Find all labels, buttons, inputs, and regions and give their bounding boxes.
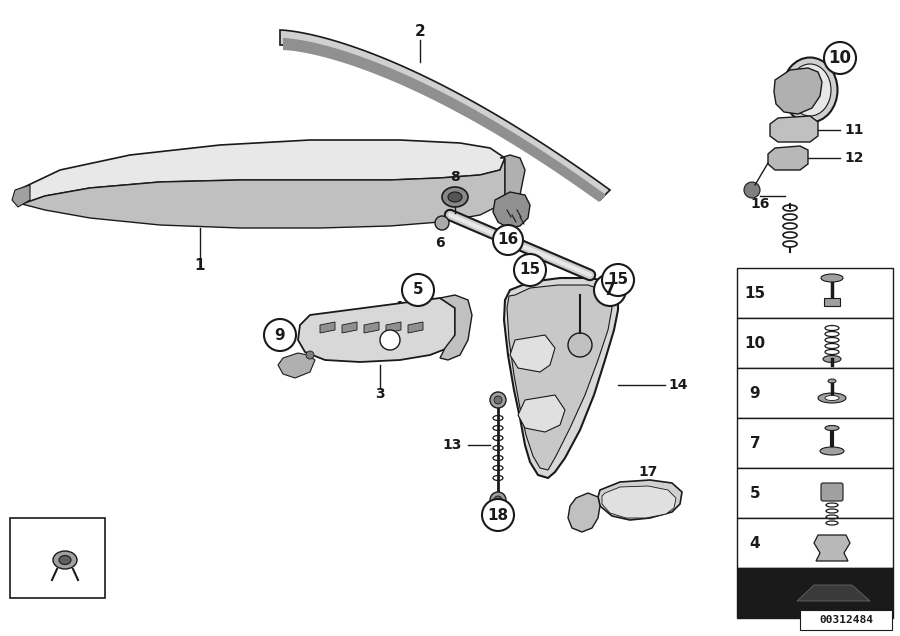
Polygon shape xyxy=(18,158,505,228)
Circle shape xyxy=(824,42,856,74)
Circle shape xyxy=(493,225,523,255)
Text: 2: 2 xyxy=(415,25,426,39)
FancyBboxPatch shape xyxy=(737,518,893,568)
Text: 13: 13 xyxy=(443,438,462,452)
Circle shape xyxy=(744,182,760,198)
Polygon shape xyxy=(797,585,870,601)
Text: 7: 7 xyxy=(604,281,616,299)
Text: 10: 10 xyxy=(829,49,851,67)
Text: 11: 11 xyxy=(844,123,863,137)
Text: 9: 9 xyxy=(274,328,285,343)
Text: 15: 15 xyxy=(519,263,541,277)
FancyBboxPatch shape xyxy=(737,318,893,368)
Ellipse shape xyxy=(823,356,841,363)
FancyBboxPatch shape xyxy=(800,610,892,630)
Text: 5: 5 xyxy=(413,282,423,298)
Circle shape xyxy=(494,396,502,404)
Text: 8: 8 xyxy=(450,170,460,184)
Text: 4: 4 xyxy=(750,536,760,551)
FancyBboxPatch shape xyxy=(821,483,843,501)
FancyBboxPatch shape xyxy=(737,568,893,618)
Text: 16: 16 xyxy=(751,197,770,211)
Polygon shape xyxy=(500,155,525,215)
Text: 9: 9 xyxy=(750,385,760,401)
Ellipse shape xyxy=(789,64,831,116)
Text: 3: 3 xyxy=(375,387,385,401)
Text: 15: 15 xyxy=(608,272,628,287)
Polygon shape xyxy=(510,335,555,372)
Polygon shape xyxy=(814,535,850,561)
Polygon shape xyxy=(342,322,357,333)
Ellipse shape xyxy=(818,393,846,403)
Polygon shape xyxy=(386,322,401,333)
Text: 18: 18 xyxy=(488,508,508,523)
Circle shape xyxy=(264,319,296,351)
Polygon shape xyxy=(440,295,472,360)
Polygon shape xyxy=(774,68,822,114)
Polygon shape xyxy=(568,493,600,532)
Polygon shape xyxy=(12,185,30,207)
Text: 14: 14 xyxy=(668,378,688,392)
Circle shape xyxy=(490,392,506,408)
Polygon shape xyxy=(493,192,530,228)
FancyBboxPatch shape xyxy=(737,268,893,318)
Ellipse shape xyxy=(825,396,839,401)
Text: 4: 4 xyxy=(393,300,403,314)
Polygon shape xyxy=(283,38,606,202)
Circle shape xyxy=(380,330,400,350)
Text: 17: 17 xyxy=(638,465,658,479)
FancyBboxPatch shape xyxy=(10,518,105,598)
Text: 7: 7 xyxy=(750,436,760,450)
FancyBboxPatch shape xyxy=(737,468,893,518)
Circle shape xyxy=(602,264,634,296)
Polygon shape xyxy=(518,395,565,432)
Polygon shape xyxy=(598,480,682,520)
Polygon shape xyxy=(364,322,379,333)
FancyBboxPatch shape xyxy=(737,418,893,468)
Ellipse shape xyxy=(825,425,839,431)
Circle shape xyxy=(306,351,314,359)
Text: 10: 10 xyxy=(744,336,766,350)
Circle shape xyxy=(482,499,514,531)
Circle shape xyxy=(494,496,502,504)
Ellipse shape xyxy=(448,192,462,202)
Polygon shape xyxy=(504,278,618,478)
Ellipse shape xyxy=(782,57,838,123)
Text: 18: 18 xyxy=(13,525,32,539)
Polygon shape xyxy=(768,146,808,170)
Text: 15: 15 xyxy=(744,286,766,300)
FancyBboxPatch shape xyxy=(737,368,893,418)
Polygon shape xyxy=(278,353,315,378)
Ellipse shape xyxy=(59,555,71,565)
Text: 00312484: 00312484 xyxy=(819,615,873,625)
Ellipse shape xyxy=(442,187,468,207)
Polygon shape xyxy=(507,285,612,470)
Circle shape xyxy=(402,274,434,306)
Polygon shape xyxy=(18,140,505,204)
Polygon shape xyxy=(280,30,610,200)
Circle shape xyxy=(490,492,506,508)
Text: 1: 1 xyxy=(194,258,205,272)
FancyBboxPatch shape xyxy=(824,298,840,306)
Circle shape xyxy=(514,254,546,286)
Text: 5: 5 xyxy=(750,485,760,501)
Ellipse shape xyxy=(821,274,843,282)
Text: 6: 6 xyxy=(436,236,445,250)
Text: 12: 12 xyxy=(844,151,863,165)
Polygon shape xyxy=(770,116,818,142)
Text: 16: 16 xyxy=(498,233,518,247)
Polygon shape xyxy=(298,298,455,362)
Circle shape xyxy=(594,274,626,306)
Ellipse shape xyxy=(820,447,844,455)
Polygon shape xyxy=(408,322,423,333)
Circle shape xyxy=(568,333,592,357)
Polygon shape xyxy=(320,322,335,333)
Polygon shape xyxy=(602,486,676,518)
Ellipse shape xyxy=(828,379,836,383)
Circle shape xyxy=(435,216,449,230)
Ellipse shape xyxy=(53,551,77,569)
